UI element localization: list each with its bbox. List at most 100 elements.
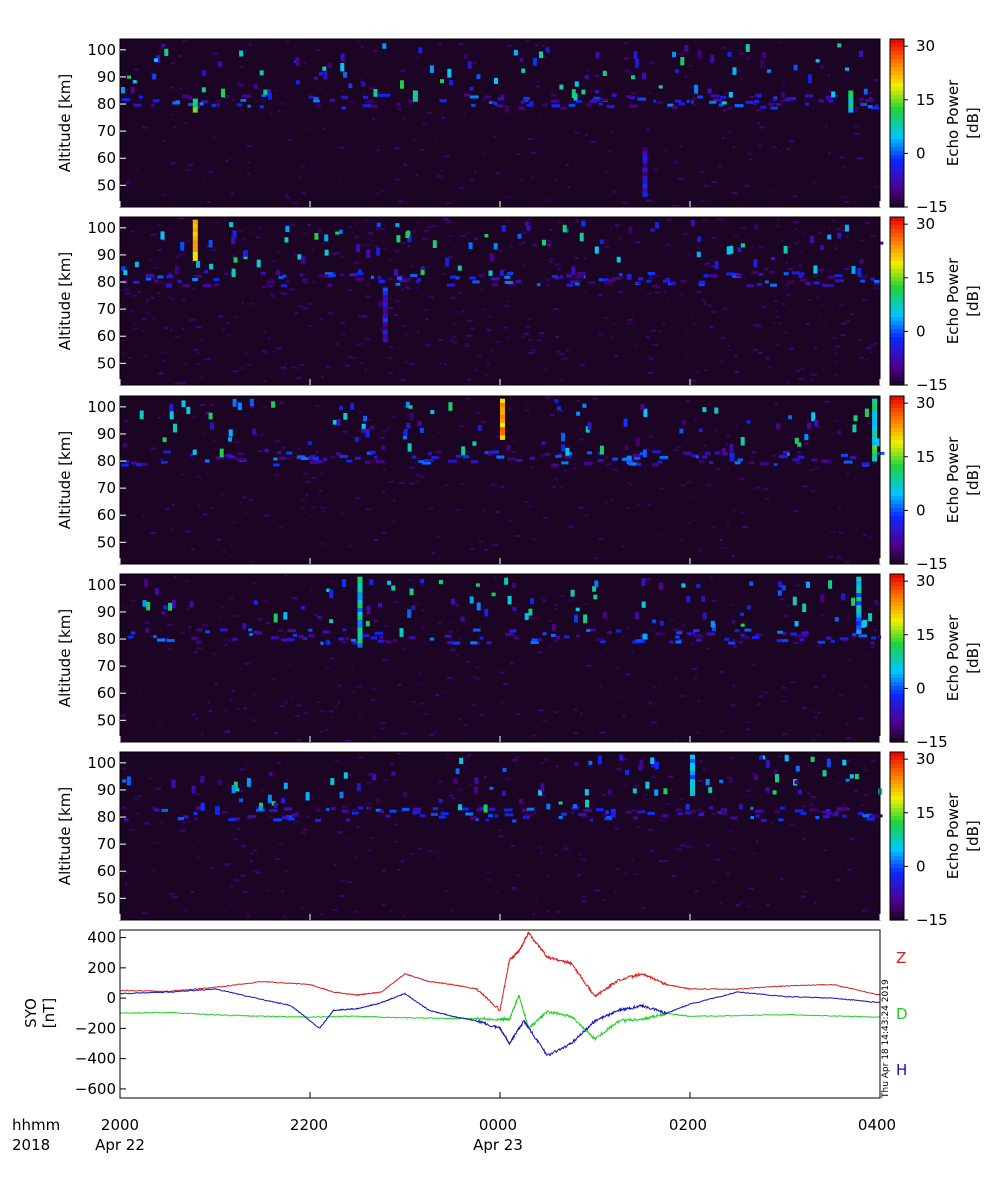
echo-cell (684, 45, 689, 52)
noise-cell (372, 50, 377, 53)
noise-cell (458, 291, 461, 294)
noise-cell (795, 584, 800, 587)
noise-cell (764, 497, 771, 500)
echo-cell (546, 243, 551, 247)
echo-feature (690, 791, 695, 796)
noise-cell (416, 174, 419, 177)
echo-cell (219, 628, 228, 632)
noise-cell (497, 835, 504, 838)
noise-cell (505, 196, 512, 199)
x-tick-label: 0200 (669, 1116, 707, 1134)
noise-cell (527, 318, 532, 320)
colorbar-segment (890, 578, 904, 583)
noise-cell (594, 889, 601, 892)
noise-cell (787, 267, 793, 270)
echo-cell (857, 268, 862, 277)
noise-cell (274, 731, 278, 734)
echo-cell (641, 601, 646, 608)
noise-cell (472, 704, 476, 707)
noise-cell (864, 793, 869, 796)
noise-cell (223, 709, 229, 712)
noise-cell (216, 538, 221, 541)
echo-cell (799, 633, 808, 637)
noise-cell (668, 618, 675, 621)
colorbar-segment (890, 880, 904, 885)
colorbar-segment (890, 666, 904, 671)
noise-cell (704, 369, 709, 372)
colorbar-segment (890, 225, 904, 230)
noise-cell (555, 608, 558, 611)
noise-cell (378, 303, 383, 306)
echo-cell (484, 95, 491, 99)
noise-cell (419, 702, 425, 705)
noise-cell (506, 336, 509, 339)
noise-cell (614, 224, 620, 227)
spectrogram-background (120, 39, 880, 207)
echo-cell (374, 631, 384, 635)
noise-cell (580, 858, 587, 861)
noise-cell (467, 754, 471, 757)
noise-cell (442, 272, 446, 275)
echo-cell (603, 281, 613, 285)
echo-cell (590, 628, 596, 632)
noise-cell (519, 243, 523, 246)
noise-cell (564, 469, 567, 472)
noise-cell (237, 828, 241, 830)
echo-cell (822, 770, 827, 777)
noise-cell (297, 305, 304, 308)
noise-cell (605, 239, 610, 242)
echo-cell (772, 98, 777, 101)
echo-cell (650, 757, 655, 764)
echo-cell (125, 459, 129, 463)
noise-cell (358, 756, 364, 759)
noise-cell (776, 225, 781, 228)
colorbar-segment (890, 396, 904, 401)
noise-cell (466, 335, 473, 337)
echo-cell (719, 779, 724, 784)
colorbar-segment (890, 662, 904, 667)
echo-cell (826, 812, 833, 816)
echo-cell (700, 810, 706, 814)
noise-cell (665, 243, 670, 246)
noise-cell (704, 262, 710, 265)
echo-feature (642, 175, 648, 181)
colorbar-segment (890, 702, 904, 707)
noise-cell (300, 832, 306, 835)
echo-feature (357, 627, 363, 632)
colorbar-segment (890, 237, 904, 242)
echo-cell (474, 786, 478, 794)
echo-cell (714, 451, 721, 455)
noise-cell (280, 366, 287, 369)
noise-cell (813, 901, 817, 904)
noise-cell (502, 311, 505, 314)
echo-cell (724, 637, 730, 641)
noise-cell (720, 46, 727, 49)
noise-cell (567, 186, 571, 189)
echo-cell (246, 778, 251, 787)
noise-cell (593, 557, 598, 560)
echo-cell (157, 638, 165, 642)
noise-cell (497, 83, 501, 86)
echo-cell (574, 614, 578, 623)
noise-cell (782, 686, 787, 689)
noise-cell (482, 308, 487, 311)
noise-cell (345, 740, 351, 742)
noise-cell (721, 547, 724, 550)
noise-cell (337, 701, 341, 704)
noise-cell (733, 234, 739, 236)
noise-cell (524, 333, 530, 336)
noise-cell (720, 902, 723, 904)
echo-cell (587, 422, 592, 430)
echo-feature (856, 621, 862, 626)
echo-cell (697, 49, 702, 59)
echo-cell (451, 598, 455, 605)
echo-cell (530, 598, 534, 605)
colorbar-segment (890, 848, 904, 853)
noise-cell (537, 709, 544, 712)
noise-cell (696, 731, 700, 734)
noise-cell (711, 600, 717, 602)
noise-cell (817, 232, 822, 235)
noise-cell (415, 480, 420, 483)
echo-cell (491, 592, 496, 597)
echo-cell (354, 437, 359, 443)
